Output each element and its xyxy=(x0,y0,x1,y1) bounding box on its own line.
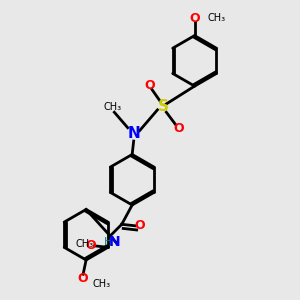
Text: CH₃: CH₃ xyxy=(75,239,93,249)
Text: H: H xyxy=(103,237,112,247)
Text: S: S xyxy=(158,99,169,114)
Text: N: N xyxy=(109,235,120,249)
Text: O: O xyxy=(144,79,155,92)
Text: CH₃: CH₃ xyxy=(207,13,225,23)
Text: CH₃: CH₃ xyxy=(92,279,110,289)
Text: N: N xyxy=(127,126,140,141)
Text: CH₃: CH₃ xyxy=(103,102,121,112)
Text: O: O xyxy=(85,239,96,252)
Text: O: O xyxy=(173,122,184,135)
Text: O: O xyxy=(189,12,200,25)
Text: O: O xyxy=(78,272,88,285)
Text: O: O xyxy=(134,219,145,232)
